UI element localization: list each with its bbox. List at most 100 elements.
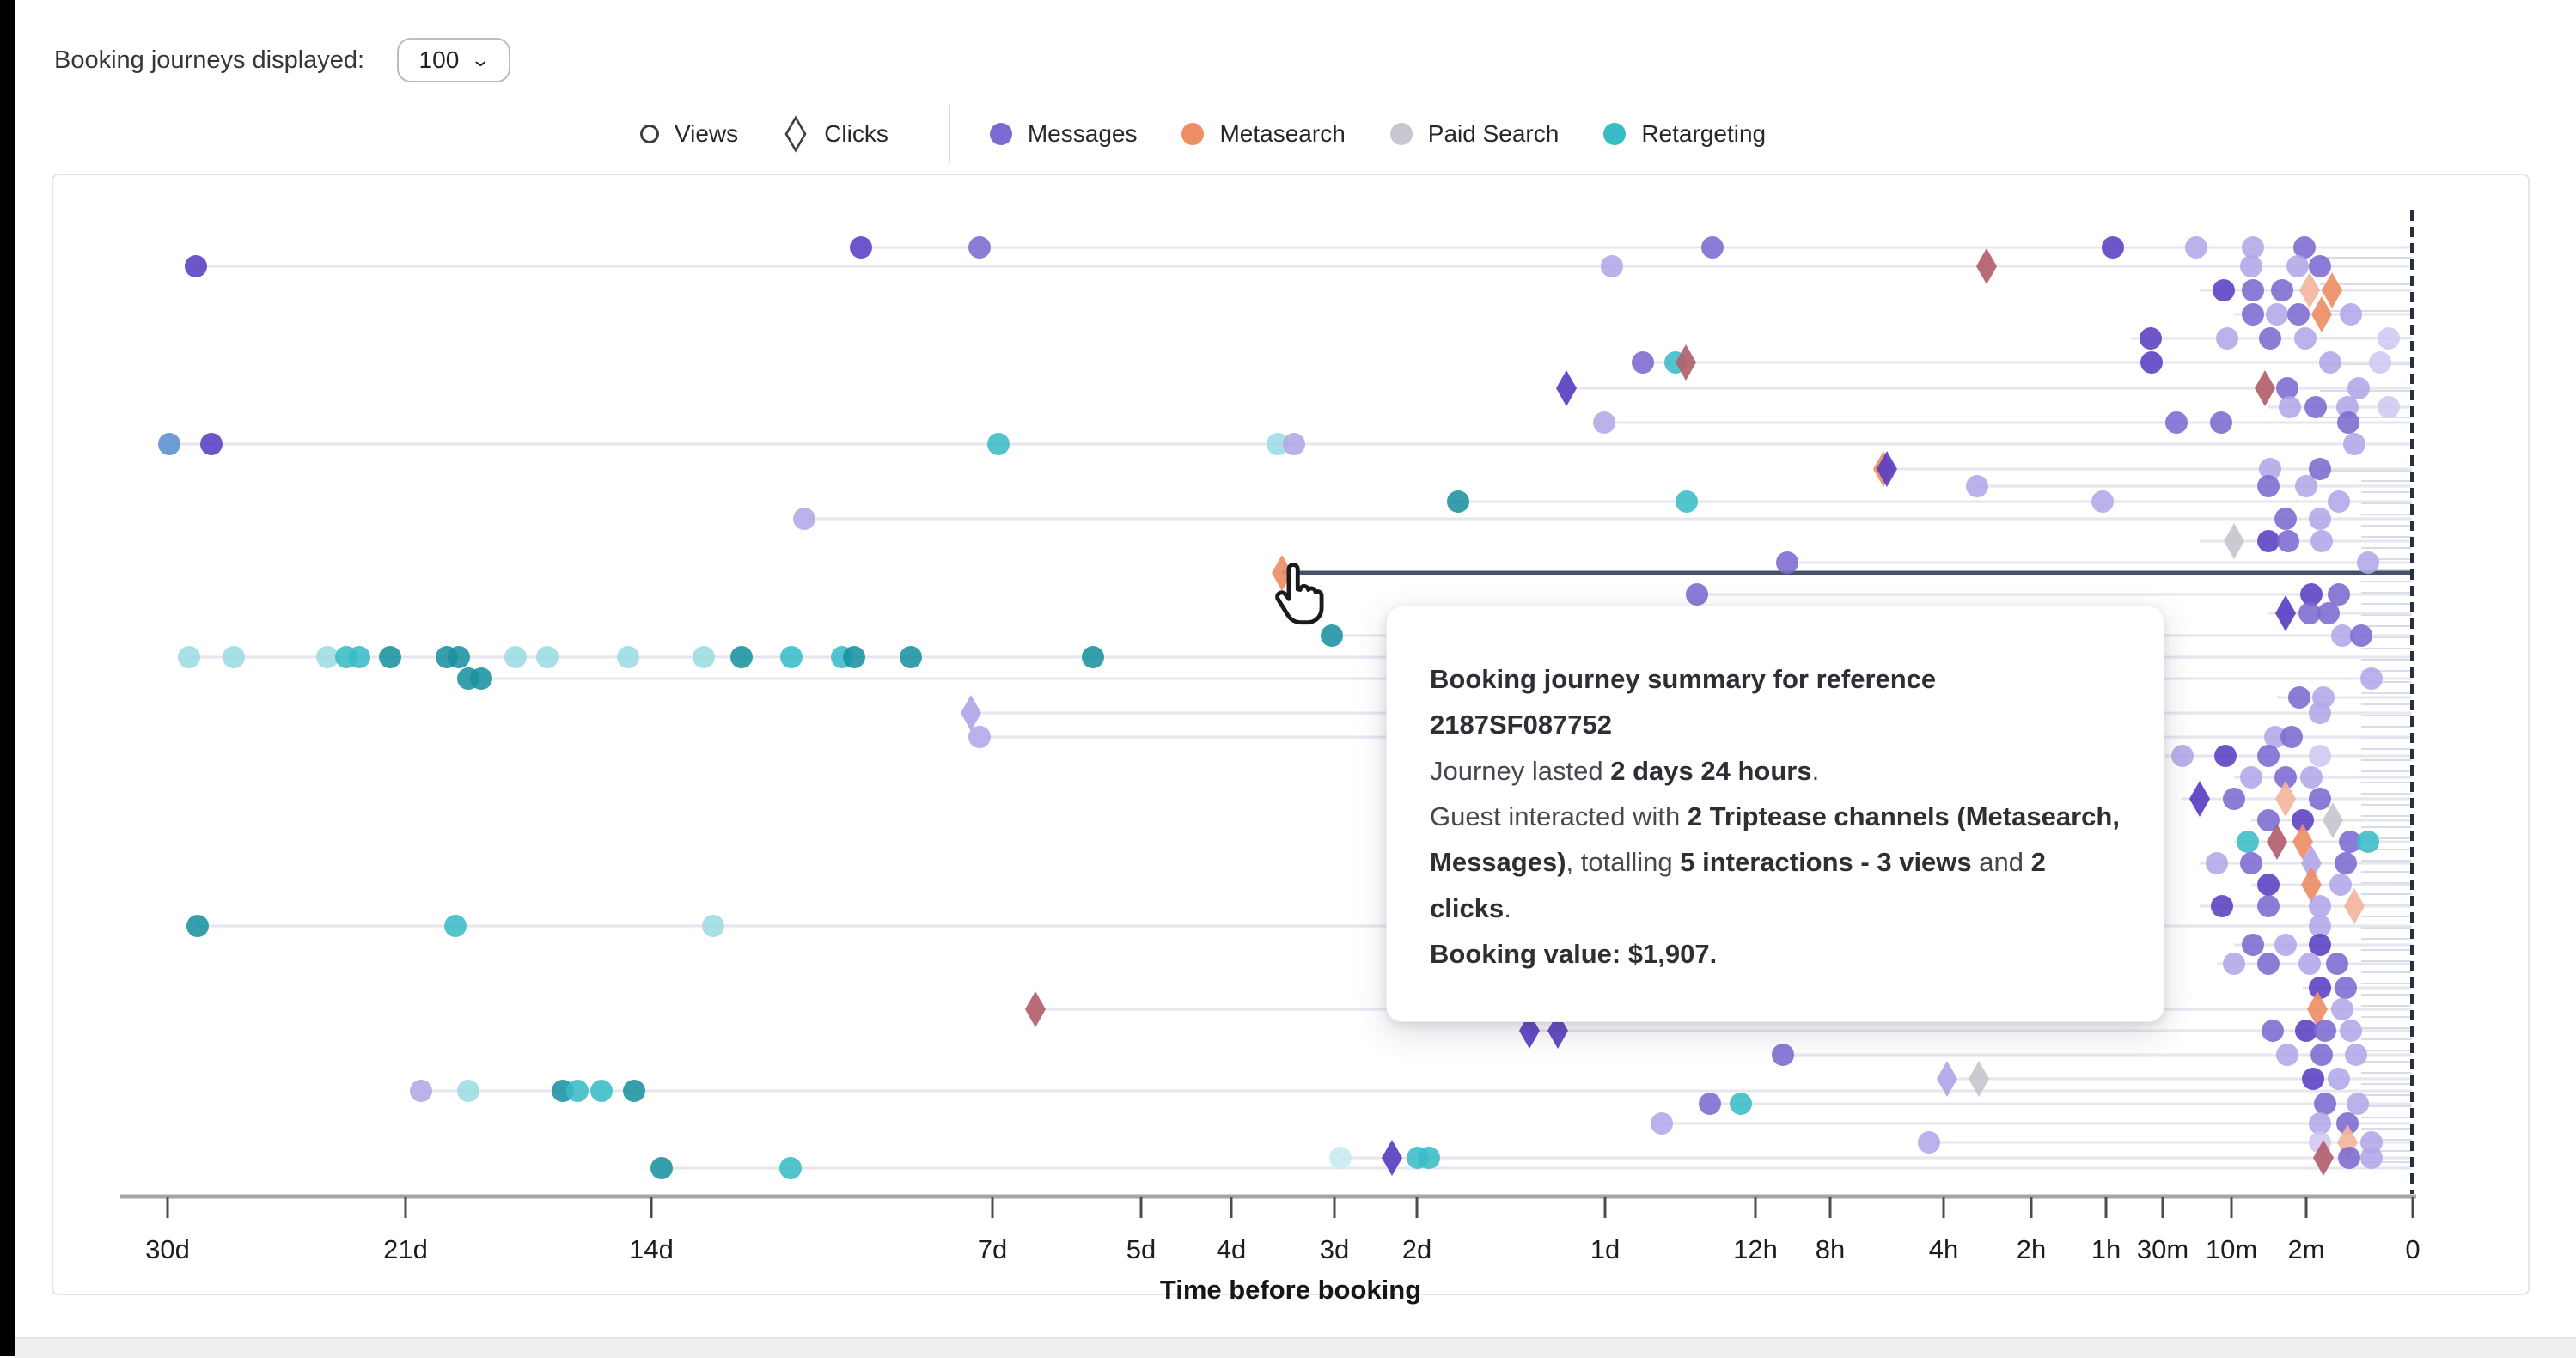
interaction-view-point[interactable] (2310, 530, 2333, 552)
interaction-view-point[interactable] (1651, 1112, 1673, 1135)
interaction-click-point[interactable] (2299, 272, 2320, 308)
interaction-view-point[interactable] (2206, 852, 2228, 874)
interaction-view-point[interactable] (348, 646, 370, 668)
interaction-view-point[interactable] (2360, 667, 2383, 690)
interaction-click-point[interactable] (2292, 824, 2313, 860)
interaction-view-point[interactable] (1329, 1147, 1352, 1169)
interaction-view-point[interactable] (2378, 327, 2400, 350)
legend-item-retargeting[interactable]: Retargeting (1603, 120, 1766, 148)
interaction-view-point[interactable] (702, 915, 724, 937)
interaction-view-point[interactable] (2331, 998, 2353, 1020)
interaction-view-point[interactable] (2259, 327, 2281, 350)
interaction-click-point[interactable] (1937, 1061, 1957, 1097)
interaction-view-point[interactable] (2309, 702, 2331, 724)
interaction-view-point[interactable] (379, 646, 401, 668)
interaction-view-point[interactable] (2309, 895, 2331, 917)
interaction-view-point[interactable] (2292, 809, 2314, 831)
interaction-view-point[interactable] (2369, 351, 2391, 374)
interaction-view-point[interactable] (2216, 327, 2238, 350)
interaction-view-point[interactable] (2300, 583, 2323, 606)
interaction-view-point[interactable] (1676, 490, 1698, 513)
interaction-view-point[interactable] (1701, 236, 1724, 259)
interaction-click-point[interactable] (2275, 781, 2296, 817)
interaction-view-point[interactable] (2314, 1093, 2336, 1115)
interaction-view-point[interactable] (2335, 852, 2357, 874)
interaction-view-point[interactable] (2360, 1131, 2383, 1154)
interaction-view-point[interactable] (2213, 279, 2235, 301)
interaction-view-point[interactable] (2343, 433, 2365, 455)
legend-item-views[interactable]: Views (640, 120, 738, 148)
interaction-view-point[interactable] (2237, 831, 2259, 853)
interaction-view-point[interactable] (2271, 279, 2293, 301)
interaction-view-point[interactable] (2317, 602, 2340, 624)
interaction-view-point[interactable] (2259, 458, 2281, 480)
interaction-view-point[interactable] (1776, 551, 1798, 574)
interaction-view-point[interactable] (2257, 895, 2280, 917)
interaction-click-point[interactable] (2255, 370, 2275, 406)
interaction-view-point[interactable] (2279, 396, 2301, 418)
interaction-view-point[interactable] (2276, 377, 2298, 399)
interaction-view-point[interactable] (2357, 831, 2379, 853)
interaction-view-point[interactable] (2140, 327, 2162, 350)
interaction-view-point[interactable] (2223, 953, 2245, 975)
interaction-view-point[interactable] (2242, 236, 2264, 259)
interaction-view-point[interactable] (2257, 953, 2280, 975)
interaction-click-point[interactable] (2301, 845, 2322, 881)
interaction-view-point[interactable] (2357, 551, 2379, 574)
interaction-view-point[interactable] (2304, 396, 2327, 418)
interaction-view-point[interactable] (2214, 745, 2237, 767)
interaction-view-point[interactable] (793, 508, 815, 530)
interaction-click-point[interactable] (2301, 867, 2322, 903)
interaction-view-point[interactable] (2210, 411, 2232, 434)
interaction-view-point[interactable] (2300, 766, 2323, 789)
interaction-view-point[interactable] (2257, 475, 2280, 497)
interaction-view-point[interactable] (2378, 396, 2400, 418)
interaction-view-point[interactable] (2287, 303, 2310, 326)
interaction-view-point[interactable] (2240, 766, 2262, 789)
interaction-view-point[interactable] (1966, 475, 1988, 497)
interaction-click-point[interactable] (1676, 344, 1696, 381)
interaction-view-point[interactable] (2337, 411, 2359, 434)
interaction-click-point[interactable] (1877, 451, 1897, 487)
legend-item-messages[interactable]: Messages (989, 120, 1137, 148)
interaction-view-point[interactable] (2335, 977, 2357, 999)
interaction-view-point[interactable] (2329, 874, 2352, 896)
interaction-view-point[interactable] (2326, 953, 2348, 975)
interaction-click-point[interactable] (2313, 1140, 2334, 1176)
interaction-click-point[interactable] (1969, 1061, 1989, 1097)
interaction-view-point[interactable] (2140, 351, 2163, 374)
interaction-click-point[interactable] (2344, 888, 2365, 924)
interaction-view-point[interactable] (444, 915, 467, 937)
interaction-view-point[interactable] (2257, 530, 2280, 552)
interaction-view-point[interactable] (2339, 831, 2361, 853)
interaction-view-point[interactable] (2091, 490, 2114, 513)
interaction-view-point[interactable] (2242, 279, 2264, 301)
interaction-view-point[interactable] (2309, 977, 2331, 999)
interaction-view-point[interactable] (1686, 583, 1708, 606)
interaction-view-point[interactable] (2340, 1020, 2362, 1042)
interaction-view-point[interactable] (2266, 303, 2288, 326)
interaction-view-point[interactable] (2274, 508, 2297, 530)
interaction-view-point[interactable] (186, 915, 209, 937)
interaction-view-point[interactable] (900, 646, 922, 668)
interaction-view-point[interactable] (2185, 236, 2207, 259)
interaction-view-point[interactable] (968, 726, 991, 748)
interaction-view-point[interactable] (843, 646, 865, 668)
interaction-view-point[interactable] (2360, 1147, 2383, 1169)
interaction-view-point[interactable] (2274, 766, 2297, 789)
interaction-click-point[interactable] (2311, 296, 2332, 332)
interaction-view-point[interactable] (2242, 303, 2264, 326)
interaction-view-point[interactable] (590, 1080, 613, 1102)
interaction-view-point[interactable] (2298, 953, 2321, 975)
interaction-view-point[interactable] (2328, 583, 2350, 606)
interaction-view-point[interactable] (2328, 1068, 2350, 1090)
interaction-view-point[interactable] (2262, 1020, 2284, 1042)
interaction-view-point[interactable] (2257, 745, 2280, 767)
interaction-view-point[interactable] (2347, 1093, 2369, 1115)
interaction-view-point[interactable] (2280, 726, 2303, 748)
interaction-view-point[interactable] (1699, 1093, 1721, 1115)
interaction-view-point[interactable] (2257, 809, 2280, 831)
interaction-click-point[interactable] (961, 695, 981, 731)
interaction-view-point[interactable] (780, 646, 803, 668)
